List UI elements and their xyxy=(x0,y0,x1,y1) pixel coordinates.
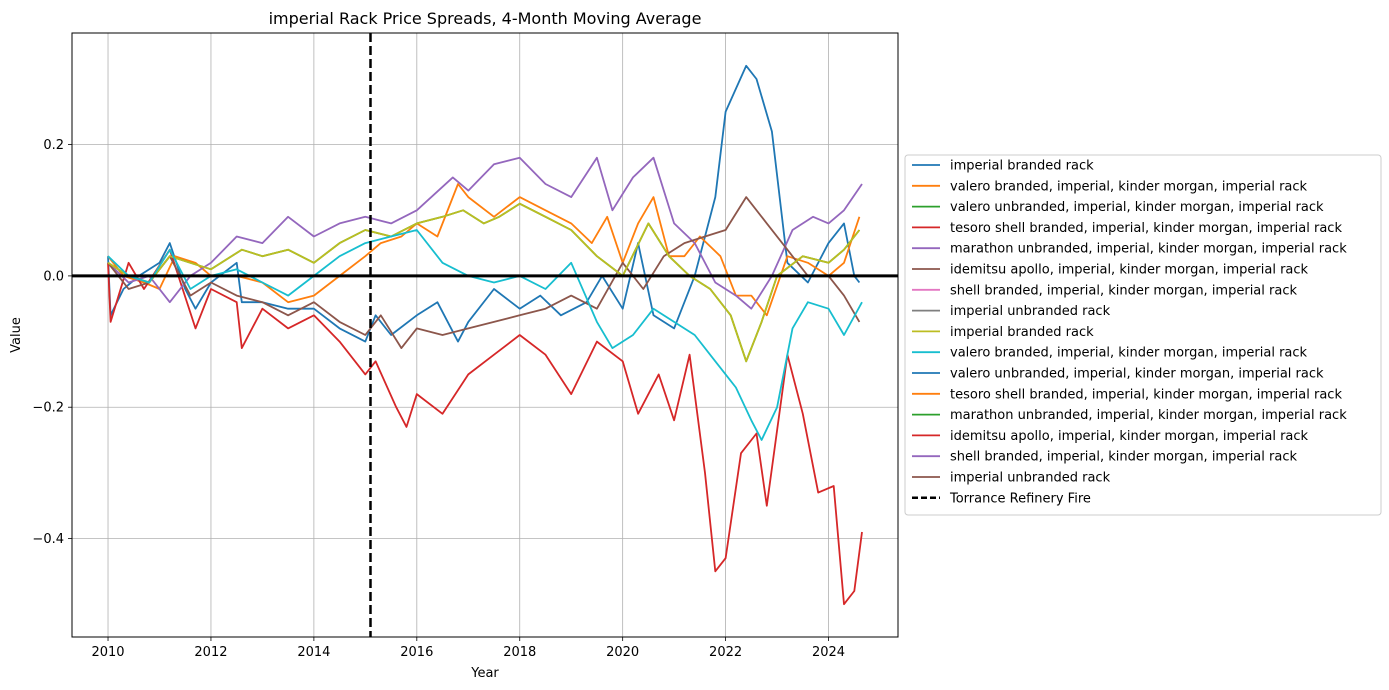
legend-label: imperial branded rack xyxy=(950,159,1094,174)
legend-box xyxy=(904,154,1382,516)
legend-label: tesoro shell branded, imperial, kinder m… xyxy=(950,221,1342,236)
x-tick-label: 2014 xyxy=(297,645,330,660)
y-tick-label: −0.4 xyxy=(32,532,64,547)
x-tick-label: 2010 xyxy=(91,645,124,660)
reference-lines xyxy=(72,33,898,637)
legend-label: valero unbranded, imperial, kinder morga… xyxy=(950,367,1324,382)
series-line-4 xyxy=(107,156,863,310)
chart-title: imperial Rack Price Spreads, 4-Month Mov… xyxy=(269,9,702,28)
legend-label: idemitsu apollo, imperial, kinder morgan… xyxy=(950,429,1309,444)
x-tick-label: 2016 xyxy=(400,645,433,660)
legend-label: imperial unbranded rack xyxy=(950,471,1111,486)
x-tick-label: 2012 xyxy=(194,645,227,660)
y-tick-label: 0.2 xyxy=(43,138,64,153)
grid xyxy=(72,33,898,637)
legend-label: valero branded, imperial, kinder morgan,… xyxy=(950,346,1308,361)
series-line-9 xyxy=(107,229,863,441)
series-line-0 xyxy=(107,64,861,343)
legend-label: imperial branded rack xyxy=(950,325,1094,340)
x-axis-title: Year xyxy=(470,666,499,681)
legend-label: shell branded, imperial, kinder morgan, … xyxy=(950,283,1297,298)
legend-label: valero unbranded, imperial, kinder morga… xyxy=(950,200,1324,215)
x-tick-label: 2022 xyxy=(709,645,742,660)
series-lines xyxy=(107,64,863,606)
x-tick-label: 2018 xyxy=(503,645,536,660)
series-line-8 xyxy=(107,202,861,363)
legend-label: imperial unbranded rack xyxy=(950,304,1111,319)
x-tick-label: 2020 xyxy=(606,645,639,660)
legend-label: Torrance Refinery Fire xyxy=(949,491,1091,506)
legend-label: marathon unbranded, imperial, kinder mor… xyxy=(950,408,1347,423)
axis-ticks: 2010 2012 2014 2016 2018 2020 2022 2024 −0.4 −0.2… xyxy=(32,138,845,660)
legend-label: shell branded, imperial, kinder morgan, … xyxy=(950,450,1297,465)
y-tick-label: 0.0 xyxy=(43,269,64,284)
series-line-5 xyxy=(107,196,861,350)
series-line-1 xyxy=(107,183,861,317)
y-axis-title: Value xyxy=(9,317,24,353)
y-tick-label: −0.2 xyxy=(32,401,64,416)
legend-label: valero branded, imperial, kinder morgan,… xyxy=(950,179,1308,194)
plot-frame xyxy=(71,32,899,638)
series-line-3 xyxy=(107,248,863,606)
legend: imperial branded rack valero branded, imp… xyxy=(904,154,1382,516)
legend-label: marathon unbranded, imperial, kinder mor… xyxy=(950,242,1347,257)
legend-label: tesoro shell branded, imperial, kinder m… xyxy=(950,387,1342,402)
series-line-2 xyxy=(107,202,861,363)
x-tick-label: 2024 xyxy=(812,645,845,660)
legend-label: idemitsu apollo, imperial, kinder morgan… xyxy=(950,263,1309,278)
